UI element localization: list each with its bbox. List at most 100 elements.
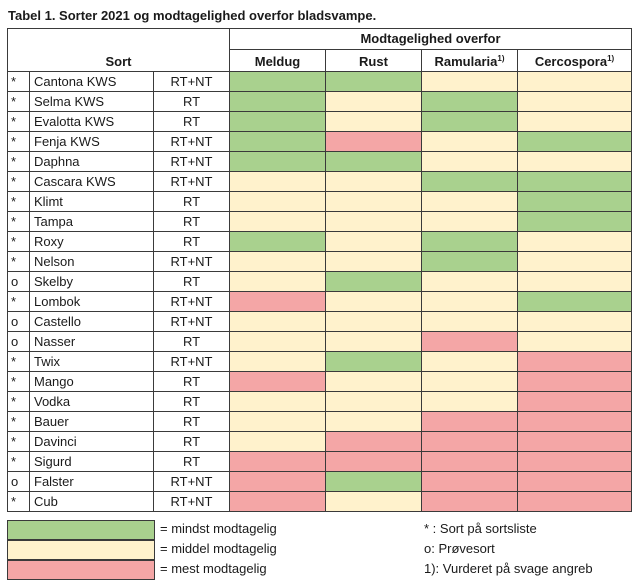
table-row: * Vodka RT	[7, 391, 632, 412]
susceptibility-cell-rust	[325, 111, 422, 132]
susceptibility-cell-ramularia	[421, 391, 518, 412]
variety-type: RT+NT	[153, 291, 230, 312]
variety-type: RT+NT	[153, 151, 230, 172]
susceptibility-cell-rust	[325, 131, 422, 152]
susceptibility-cell-cercospora	[517, 71, 632, 92]
legend: = mindst modtagelig = middel modtagelig …	[0, 518, 637, 586]
susceptibility-cell-meldug	[229, 111, 326, 132]
susceptibility-cell-meldug	[229, 291, 326, 312]
susceptibility-cell-meldug	[229, 91, 326, 112]
column-header-ramularia: Ramularia1)	[421, 49, 518, 72]
susceptibility-cell-ramularia	[421, 191, 518, 212]
variety-name: Cantona KWS	[29, 71, 154, 92]
variety-type: RT	[153, 111, 230, 132]
variety-type: RT	[153, 211, 230, 232]
variety-name: Davinci	[29, 431, 154, 452]
status-marker: *	[7, 411, 30, 432]
susceptibility-cell-ramularia	[421, 131, 518, 152]
variety-name: Sigurd	[29, 451, 154, 472]
susceptibility-cell-ramularia	[421, 471, 518, 492]
variety-name: Cub	[29, 491, 154, 512]
status-marker: *	[7, 211, 30, 232]
susceptibility-cell-rust	[325, 271, 422, 292]
susceptibility-cell-ramularia	[421, 71, 518, 92]
sort-header: Sort	[7, 28, 230, 72]
table-row: o Falster RT+NT	[7, 471, 632, 492]
susceptibility-cell-rust	[325, 211, 422, 232]
susceptibility-cell-meldug	[229, 71, 326, 92]
note-trial-variety: o: Prøvesort	[424, 541, 495, 556]
variety-name: Tampa	[29, 211, 154, 232]
variety-name: Lombok	[29, 291, 154, 312]
legend-text-medium: = middel modtagelig	[160, 541, 277, 556]
variety-name: Nasser	[29, 331, 154, 352]
table-row: * Mango RT	[7, 371, 632, 392]
variety-name: Falster	[29, 471, 154, 492]
susceptibility-cell-ramularia	[421, 451, 518, 472]
status-marker: *	[7, 231, 30, 252]
susceptibility-cell-rust	[325, 431, 422, 452]
susceptibility-cell-cercospora	[517, 391, 632, 412]
susceptibility-cell-meldug	[229, 451, 326, 472]
susceptibility-cell-meldug	[229, 211, 326, 232]
susceptibility-cell-cercospora	[517, 331, 632, 352]
susceptibility-cell-meldug	[229, 191, 326, 212]
susceptibility-cell-meldug	[229, 331, 326, 352]
status-marker: *	[7, 111, 30, 132]
variety-name: Daphna	[29, 151, 154, 172]
variety-type: RT	[153, 431, 230, 452]
susceptibility-cell-meldug	[229, 271, 326, 292]
susceptibility-cell-meldug	[229, 311, 326, 332]
susceptibility-cell-meldug	[229, 351, 326, 372]
susceptibility-cell-cercospora	[517, 351, 632, 372]
susceptibility-table: Sort Modtagelighed overfor Meldug Rust R…	[7, 28, 632, 512]
susceptibility-cell-cercospora	[517, 191, 632, 212]
status-marker: *	[7, 91, 30, 112]
column-header-rust: Rust	[325, 49, 422, 72]
variety-name: Fenja KWS	[29, 131, 154, 152]
susceptibility-cell-ramularia	[421, 411, 518, 432]
variety-type: RT+NT	[153, 351, 230, 372]
susceptibility-cell-ramularia	[421, 151, 518, 172]
susceptibility-cell-ramularia	[421, 231, 518, 252]
susceptibility-cell-cercospora	[517, 211, 632, 232]
legend-text-most: = mest modtagelig	[160, 561, 267, 576]
variety-type: RT	[153, 91, 230, 112]
susceptibility-cell-cercospora	[517, 311, 632, 332]
susceptibility-cell-meldug	[229, 471, 326, 492]
susceptibility-cell-cercospora	[517, 171, 632, 192]
table-row: * Lombok RT+NT	[7, 291, 632, 312]
note-on-list: * : Sort på sortsliste	[424, 521, 537, 536]
susceptibility-cell-ramularia	[421, 251, 518, 272]
column-header-cercospora: Cercospora1)	[517, 49, 632, 72]
variety-name: Evalotta KWS	[29, 111, 154, 132]
susceptibility-cell-meldug	[229, 411, 326, 432]
table-row: * Bauer RT	[7, 411, 632, 432]
variety-name: Selma KWS	[29, 91, 154, 112]
susceptibility-group-header: Modtagelighed overfor	[229, 28, 632, 50]
variety-name: Nelson	[29, 251, 154, 272]
status-marker: *	[7, 491, 30, 512]
susceptibility-cell-rust	[325, 411, 422, 432]
susceptibility-cell-meldug	[229, 251, 326, 272]
note-weak-attack: 1): Vurderet på svage angreb	[424, 561, 593, 576]
susceptibility-cell-cercospora	[517, 151, 632, 172]
susceptibility-cell-meldug	[229, 231, 326, 252]
susceptibility-cell-ramularia	[421, 311, 518, 332]
susceptibility-cell-rust	[325, 91, 422, 112]
table-row: * Klimt RT	[7, 191, 632, 212]
susceptibility-cell-cercospora	[517, 371, 632, 392]
table-row: * Cascara KWS RT+NT	[7, 171, 632, 192]
variety-name: Castello	[29, 311, 154, 332]
susceptibility-cell-rust	[325, 151, 422, 172]
variety-name: Vodka	[29, 391, 154, 412]
status-marker: *	[7, 171, 30, 192]
variety-type: RT	[153, 191, 230, 212]
variety-type: RT+NT	[153, 71, 230, 92]
variety-name: Skelby	[29, 271, 154, 292]
status-marker: *	[7, 71, 30, 92]
variety-type: RT+NT	[153, 171, 230, 192]
table-row: * Nelson RT+NT	[7, 251, 632, 272]
variety-type: RT+NT	[153, 491, 230, 512]
status-marker: *	[7, 191, 30, 212]
